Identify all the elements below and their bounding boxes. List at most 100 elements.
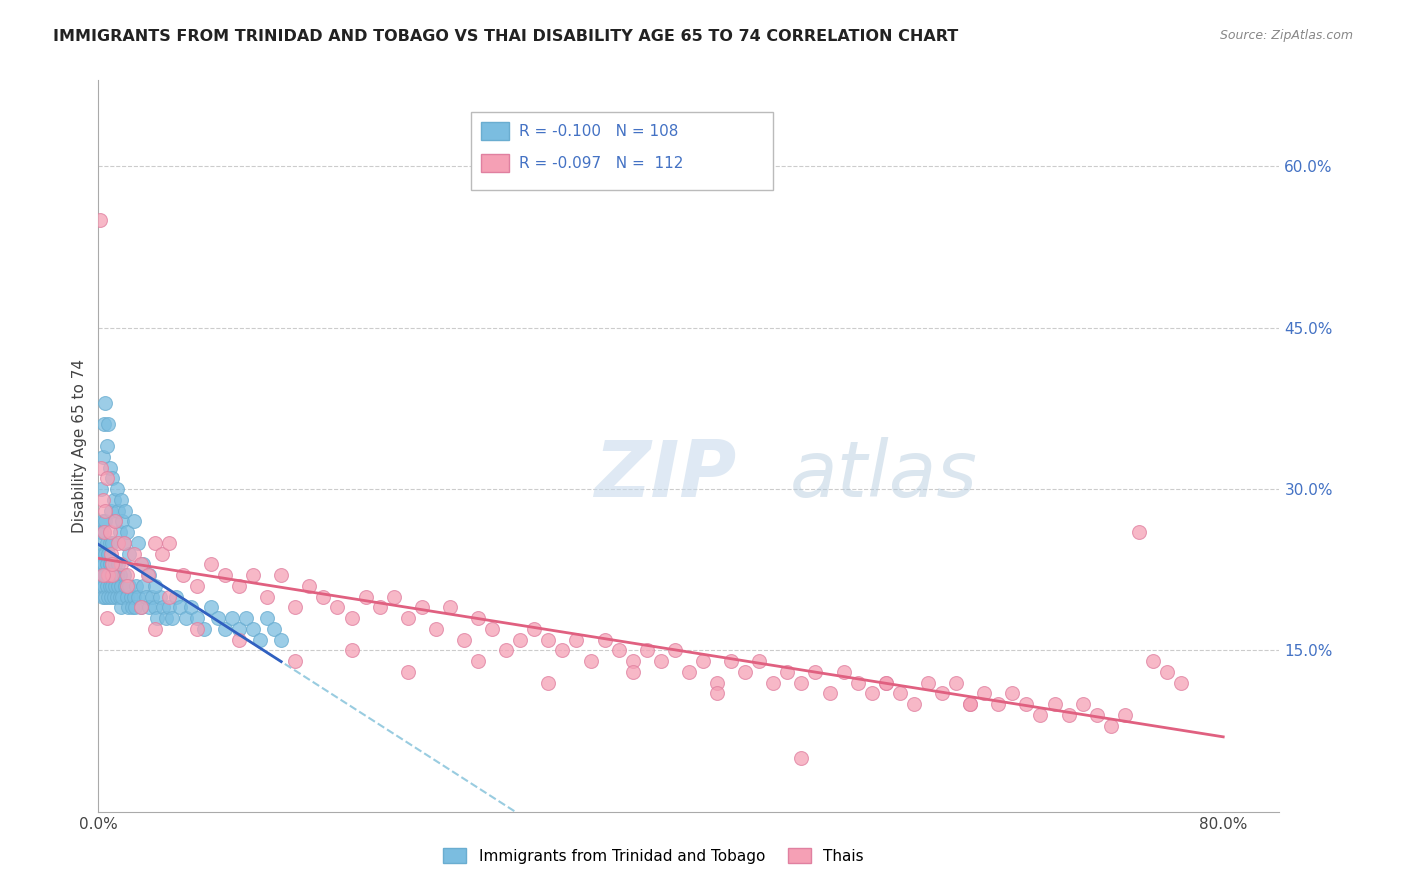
Point	[127, 536, 149, 550]
Point	[263, 622, 285, 636]
Point	[103, 492, 125, 507]
Point	[112, 568, 135, 582]
Point	[242, 622, 264, 636]
Point	[122, 514, 145, 528]
Point	[221, 611, 243, 625]
Point	[1015, 697, 1038, 711]
Point	[91, 568, 114, 582]
Point	[90, 579, 112, 593]
Point	[115, 590, 138, 604]
Point	[138, 568, 160, 582]
Point	[706, 675, 728, 690]
Point	[804, 665, 827, 679]
Point	[270, 568, 292, 582]
Point	[101, 558, 124, 572]
Point	[94, 590, 117, 604]
Point	[411, 600, 433, 615]
Point	[122, 547, 145, 561]
Point	[110, 558, 132, 572]
Point	[143, 536, 166, 550]
Point	[132, 579, 155, 593]
Point	[110, 492, 132, 507]
Point	[112, 536, 135, 550]
Point	[228, 632, 250, 647]
Point	[200, 558, 222, 572]
Point	[467, 654, 489, 668]
Point	[96, 536, 118, 550]
Legend: Immigrants from Trinidad and Tobago, Thais: Immigrants from Trinidad and Tobago, Tha…	[437, 842, 870, 870]
Point	[104, 514, 127, 528]
Point	[706, 686, 728, 700]
Point	[734, 665, 756, 679]
Point	[112, 536, 135, 550]
Point	[94, 503, 117, 517]
Point	[453, 632, 475, 647]
Point	[97, 417, 120, 432]
Point	[104, 514, 127, 528]
Point	[875, 675, 897, 690]
Point	[98, 460, 121, 475]
Point	[340, 643, 363, 657]
Point	[593, 632, 616, 647]
Point	[100, 503, 122, 517]
Point	[111, 514, 134, 528]
Point	[186, 611, 208, 625]
Point	[396, 611, 419, 625]
Point	[124, 600, 146, 615]
Point	[256, 590, 278, 604]
Point	[790, 675, 813, 690]
Point	[98, 524, 121, 539]
Point	[889, 686, 911, 700]
Point	[138, 600, 160, 615]
Point	[152, 600, 174, 615]
Point	[169, 600, 191, 615]
Point	[762, 675, 785, 690]
Point	[118, 579, 141, 593]
Point	[1128, 524, 1150, 539]
Point	[790, 751, 813, 765]
Point	[146, 611, 169, 625]
Point	[94, 514, 117, 528]
Point	[98, 558, 121, 572]
Point	[115, 524, 138, 539]
Point	[97, 568, 120, 582]
Point	[200, 600, 222, 615]
Point	[90, 482, 112, 496]
Point	[91, 547, 114, 561]
Point	[832, 665, 855, 679]
Point	[495, 643, 517, 657]
Point	[122, 590, 145, 604]
Point	[439, 600, 461, 615]
Point	[97, 547, 120, 561]
Point	[89, 536, 111, 550]
Point	[340, 611, 363, 625]
Point	[93, 524, 115, 539]
Point	[125, 579, 148, 593]
Point	[1156, 665, 1178, 679]
Point	[121, 600, 143, 615]
Point	[108, 524, 131, 539]
Point	[312, 590, 335, 604]
Point	[284, 654, 307, 668]
Point	[193, 622, 215, 636]
Point	[117, 600, 139, 615]
Point	[160, 611, 183, 625]
Point	[105, 590, 128, 604]
Point	[110, 579, 132, 593]
Point	[174, 611, 197, 625]
Point	[107, 558, 129, 572]
Point	[114, 503, 136, 517]
Point	[636, 643, 658, 657]
Point	[100, 547, 122, 561]
Point	[101, 558, 124, 572]
Point	[959, 697, 981, 711]
Point	[180, 600, 202, 615]
Point	[256, 611, 278, 625]
Point	[157, 600, 180, 615]
Point	[110, 600, 132, 615]
Point	[91, 514, 114, 528]
Point	[326, 600, 349, 615]
Point	[1001, 686, 1024, 700]
Point	[114, 579, 136, 593]
Point	[973, 686, 995, 700]
